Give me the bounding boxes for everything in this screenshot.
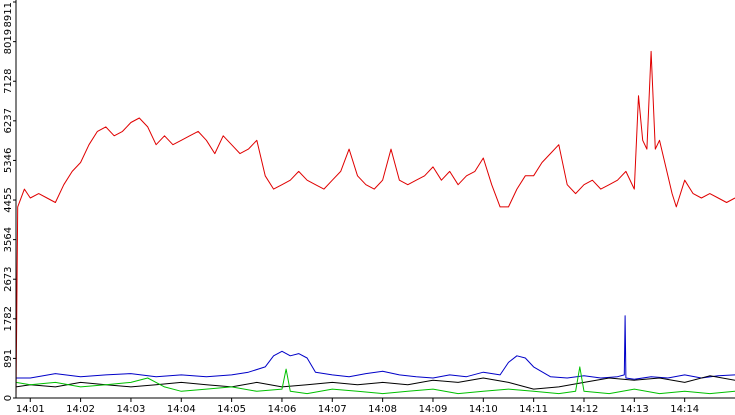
y-tick-label: 6237 <box>3 108 14 133</box>
y-tick-label: 8019 <box>3 29 14 54</box>
x-tick-label: 14:02 <box>66 404 95 415</box>
y-tick-label: 8911 <box>3 2 14 27</box>
series-layer <box>15 50 735 399</box>
x-tick-label: 14:11 <box>519 404 548 415</box>
x-tick-label: 14:05 <box>217 404 246 415</box>
y-tick-label: 3564 <box>3 227 14 252</box>
series-line-4 <box>15 366 735 395</box>
x-tick-label: 14:07 <box>318 404 347 415</box>
x-tick-label: 14:12 <box>570 404 599 415</box>
x-tick-label: 14:06 <box>268 404 297 415</box>
x-tick-label: 14:03 <box>116 404 145 415</box>
x-tick-label: 14:04 <box>167 404 196 415</box>
x-tick-label: 14:01 <box>16 404 45 415</box>
y-tick-label: 1782 <box>3 306 14 331</box>
y-tick-label: 7128 <box>3 68 14 93</box>
x-axis: 14:01 14:02 14:03 14:04 14:05 14:06 14:07 14:08… <box>16 397 735 415</box>
x-tick-label: 14:13 <box>620 404 649 415</box>
y-tick-label: 2673 <box>3 266 14 291</box>
y-axis: 0 891 1782 2673 3564 4455 5346 6237 7128 8019 8911 <box>3 0 17 401</box>
series-line-2 <box>16 315 735 380</box>
series-line-1 <box>15 50 735 399</box>
y-tick-label: 5346 <box>3 148 14 173</box>
x-tick-label: 14:09 <box>419 404 448 415</box>
series-line-3 <box>15 375 735 390</box>
x-tick-label: 14:08 <box>368 404 397 415</box>
y-tick-label: 0 <box>3 395 14 401</box>
x-tick-label: 14:10 <box>469 404 498 415</box>
y-tick-label: 4455 <box>3 187 14 212</box>
x-tick-label: 14:14 <box>670 404 699 415</box>
y-tick-label: 891 <box>3 349 14 368</box>
